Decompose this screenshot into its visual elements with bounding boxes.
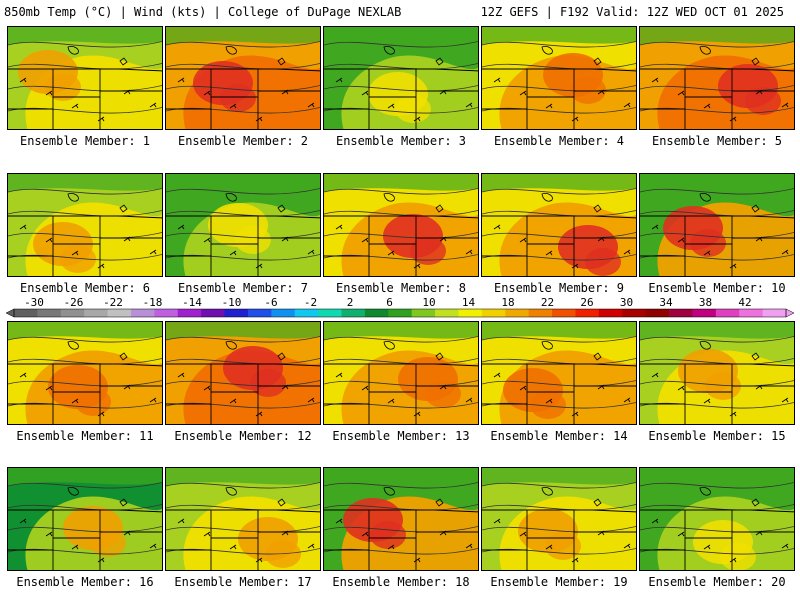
ensemble-member-map [165, 321, 321, 425]
colorbar-swatch [458, 309, 483, 317]
colorbar-swatch [645, 309, 670, 317]
ensemble-member-label: Ensemble Member: 5 [651, 134, 783, 148]
colorbar-swatch [247, 309, 272, 317]
ensemble-member-map [7, 467, 163, 571]
ensemble-member-label: Ensemble Member: 18 [332, 575, 470, 589]
colorbar-swatch [598, 309, 623, 317]
ensemble-member-label: Ensemble Member: 12 [174, 429, 312, 443]
colorbar-swatch [388, 309, 413, 317]
colorbar-swatch [411, 309, 436, 317]
colorbar-swatch [107, 309, 132, 317]
colorbar-swatch [271, 309, 296, 317]
colorbar-tick-label: -22 [103, 296, 123, 309]
ensemble-member-label: Ensemble Member: 2 [177, 134, 309, 148]
colorbar-swatch [575, 309, 600, 317]
ensemble-member-map [323, 26, 479, 130]
colorbar-swatch [37, 309, 62, 317]
colorbar-swatch [294, 309, 319, 317]
ensemble-member-label: Ensemble Member: 4 [493, 134, 625, 148]
ensemble-member-label: Ensemble Member: 3 [335, 134, 467, 148]
colorbar-tick-label: -6 [264, 296, 277, 309]
ensemble-member-map [481, 467, 637, 571]
ensemble-member-map [7, 26, 163, 130]
colorbar-tick-label: 30 [620, 296, 633, 309]
ensemble-member-map [165, 467, 321, 571]
colorbar-swatch [435, 309, 459, 317]
colorbar-swatch [552, 309, 576, 317]
colorbar-swatch [364, 309, 389, 317]
colorbar-swatch [341, 309, 366, 317]
ensemble-member-label: Ensemble Member: 13 [332, 429, 470, 443]
colorbar-swatch [84, 309, 109, 317]
ensemble-member-map [165, 26, 321, 130]
colorbar-tick-label: 22 [541, 296, 554, 309]
chart-title: 850mb Temp (°C) | Wind (kts) | College o… [4, 5, 402, 19]
colorbar-tick-label: 38 [699, 296, 712, 309]
colorbar-swatch [481, 309, 506, 317]
colorbar-tick-label: 14 [462, 296, 476, 309]
ensemble-member-label: Ensemble Member: 14 [490, 429, 628, 443]
colorbar-swatch [528, 309, 553, 317]
ensemble-member-label: Ensemble Member: 19 [490, 575, 628, 589]
ensemble-member-map [639, 173, 795, 277]
colorbar-swatch [505, 309, 530, 317]
ensemble-member-map [323, 173, 479, 277]
colorbar-swatch [715, 309, 740, 317]
colorbar-tick-label: -30 [24, 296, 44, 309]
ensemble-member-map [323, 321, 479, 425]
colorbar-tick-label: 42 [738, 296, 751, 309]
colorbar-tick-label: 34 [659, 296, 673, 309]
colorbar-tick-label: 26 [580, 296, 593, 309]
ensemble-member-map [7, 321, 163, 425]
temperature-colorbar: -30 -26 -22 -18 -14 -10 -6 -2 2 6 10 14 18 22 26 30 34 38… [0, 296, 800, 320]
colorbar-tick-label: -2 [304, 296, 317, 309]
ensemble-member-label: Ensemble Member: 10 [648, 281, 786, 295]
colorbar-swatch [692, 309, 717, 317]
colorbar-swatch [60, 309, 85, 317]
colorbar-swatch [739, 309, 764, 317]
colorbar-swatch [622, 309, 647, 317]
colorbar-tick-label: 6 [386, 296, 393, 309]
ensemble-member-label: Ensemble Member: 6 [19, 281, 151, 295]
colorbar-tick-label: -14 [182, 296, 202, 309]
colorbar-tick-label: -26 [64, 296, 84, 309]
ensemble-member-map [639, 467, 795, 571]
ensemble-member-label: Ensemble Member: 8 [335, 281, 467, 295]
ensemble-member-map [7, 173, 163, 277]
colorbar-tick-label: 10 [422, 296, 435, 309]
colorbar-tick-label: -10 [222, 296, 242, 309]
colorbar-swatch [154, 309, 179, 317]
colorbar-tick-label: -18 [143, 296, 163, 309]
colorbar-swatch [201, 309, 226, 317]
colorbar-swatch [130, 309, 155, 317]
ensemble-member-map [639, 321, 795, 425]
ensemble-member-map [323, 467, 479, 571]
colorbar-swatch [762, 309, 787, 317]
ensemble-member-label: Ensemble Member: 11 [16, 429, 154, 443]
model-run-info: 12Z GEFS | F192 Valid: 12Z WED OCT 01 20… [480, 5, 784, 19]
ensemble-member-label: Ensemble Member: 1 [19, 134, 151, 148]
ensemble-member-label: Ensemble Member: 9 [493, 281, 625, 295]
colorbar-tick-label: 18 [501, 296, 514, 309]
ensemble-member-map [639, 26, 795, 130]
colorbar-swatch [177, 309, 202, 317]
colorbar-swatch [14, 309, 38, 317]
ensemble-member-map [481, 26, 637, 130]
colorbar-tick-label: 2 [347, 296, 354, 309]
ensemble-member-map [481, 321, 637, 425]
ensemble-member-label: Ensemble Member: 16 [16, 575, 154, 589]
colorbar-swatch [669, 309, 693, 317]
colorbar-swatch [224, 309, 249, 317]
ensemble-member-label: Ensemble Member: 20 [648, 575, 786, 589]
ensemble-member-label: Ensemble Member: 7 [177, 281, 309, 295]
ensemble-member-label: Ensemble Member: 17 [174, 575, 312, 589]
ensemble-member-map [481, 173, 637, 277]
ensemble-member-label: Ensemble Member: 15 [648, 429, 786, 443]
ensemble-member-map [165, 173, 321, 277]
colorbar-swatch [318, 309, 343, 317]
